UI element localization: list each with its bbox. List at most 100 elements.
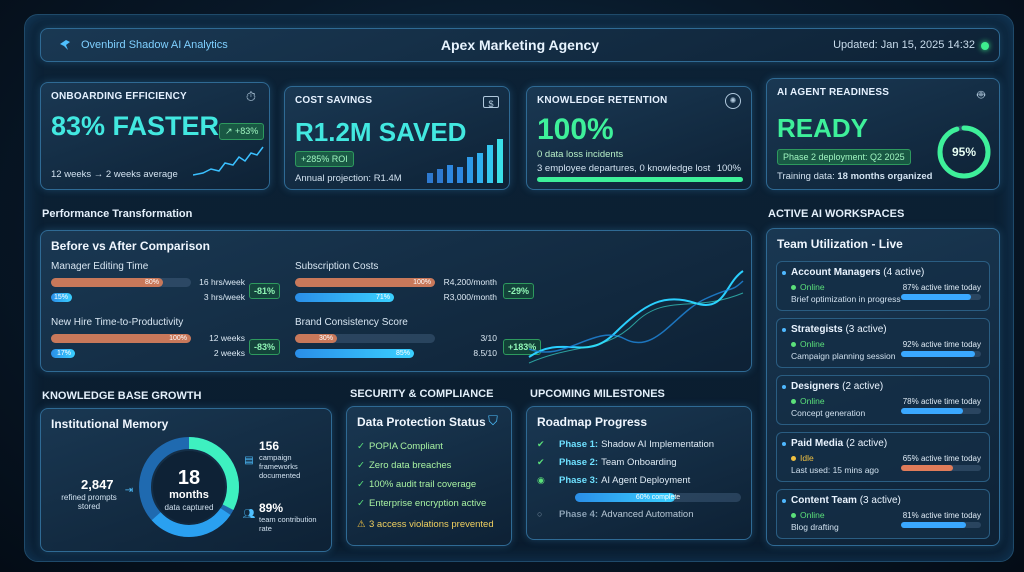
kpi-value: READY [777, 113, 869, 143]
kpi-value: 83% FASTER [51, 111, 220, 141]
roadmap-progress-label: 60% complete [635, 494, 681, 501]
workspace-utilization: 65% active time today [902, 454, 981, 463]
after-bar: 71% [295, 293, 435, 302]
security-panel: Data Protection Status ⛉ ✓ POPIA Complian… [346, 406, 512, 546]
prompts-count: 2,847 [81, 477, 114, 492]
workspace-utilization: 92% active time today [902, 340, 981, 349]
performance-wave-chart [528, 270, 744, 364]
after-bar-fill: 17% [51, 349, 75, 358]
milestone-phase[interactable]: ◉ Phase 3: AI Agent Deployment [537, 475, 691, 486]
workspace-status: Online [791, 510, 825, 520]
utilization-bar [901, 465, 981, 471]
before-value: 12 weeks [209, 333, 245, 343]
donut-center-unit: months [169, 489, 209, 501]
delta-badge: -29% [503, 283, 535, 299]
workspace-status: Online [791, 339, 825, 349]
after-bar-fill: 85% [295, 349, 414, 358]
updated-timestamp: Updated: Jan 15, 2025 14:32 [833, 39, 975, 51]
before-bar: 100% [295, 278, 435, 287]
before-bar: 100% [51, 334, 191, 343]
utilization-bar [901, 522, 981, 528]
after-bar-fill: 15% [51, 293, 72, 302]
utilization-bar-fill [901, 351, 975, 357]
workspace-card[interactable]: Account Managers (4 active) Online Brief o… [776, 261, 990, 311]
bullet-icon [782, 328, 786, 332]
donut-center-value: 18 [177, 467, 201, 489]
kpi-chip: ↗ +83% [219, 123, 265, 140]
kpi-knowledge-card[interactable]: KNOWLEDGE RETENTION ✺ 100% 0 data loss i… [526, 86, 752, 190]
after-value: 2 weeks [213, 348, 245, 358]
brand-name: Ovenbird Shadow AI Analytics [81, 39, 228, 51]
delta-badge: -83% [249, 339, 281, 355]
panel-title: Team Utilization - Live [777, 237, 903, 251]
kpi-title: ONBOARDING EFFICIENCY [51, 91, 187, 102]
page-title: Apex Marketing Agency [440, 37, 600, 53]
performance-panel: Before vs After Comparison Manager Editi… [40, 230, 752, 372]
pending-circle-icon: ○ [537, 509, 543, 519]
workspace-activity: Brief optimization in progress [791, 294, 901, 304]
warning-icon: ⚠ [357, 519, 366, 530]
workspace-status: Idle [791, 453, 814, 463]
bar-sparkline [427, 139, 503, 183]
kpi-pct: 100% [716, 163, 741, 174]
after-value: R3,000/month [443, 292, 497, 302]
knowledge-base-panel: Institutional Memory 18 months data capt… [40, 408, 332, 552]
metric-label: New Hire Time-to-Productivity [51, 317, 184, 328]
workspace-name: Designers (2 active) [791, 381, 884, 392]
frameworks-label: campaign frameworks documented [259, 453, 301, 480]
workspaces-panel: Team Utilization - Live Account Managers… [766, 228, 1000, 546]
progress-circle-icon: ◉ [537, 475, 545, 485]
before-bar-fill: 80% [51, 278, 163, 287]
compliance-item: ✓ Zero data breaches [357, 460, 452, 471]
check-icon: ✓ [357, 441, 365, 452]
milestone-phase[interactable]: ○ Phase 4: Advanced Automation [537, 509, 694, 520]
milestone-phase[interactable]: ✔ Phase 1: Shadow AI Implementation [537, 439, 715, 450]
workspace-activity: Campaign planning session [791, 351, 896, 361]
status-dot-icon [791, 456, 796, 462]
workspace-status: Online [791, 282, 825, 292]
panel-title: Roadmap Progress [537, 415, 648, 429]
workspace-card[interactable]: Content Team (3 active) Online Blog drafti… [776, 489, 990, 539]
before-pct: 100% [413, 279, 431, 286]
workspace-card[interactable]: Designers (2 active) Online Concept genera… [776, 375, 990, 425]
compliance-item: ✓ Enterprise encryption active [357, 498, 487, 509]
kpi-ai-card[interactable]: AI AGENT READINESS 🤖︎ READY Phase 2 depl… [766, 78, 1000, 190]
before-bar-fill: 100% [51, 334, 191, 343]
workspace-card[interactable]: Strategists (3 active) Online Campaign pla… [776, 318, 990, 368]
kpi-onboarding-card[interactable]: ONBOARDING EFFICIENCY ⏱ 83% FASTER ↗ +83… [40, 82, 270, 190]
readiness-ring: 95% [937, 125, 991, 179]
before-bar-fill: 30% [295, 334, 337, 343]
bird-logo-icon [60, 40, 70, 50]
before-bar-fill: 100% [295, 278, 435, 287]
kpi-note: Training data: 18 months organized [777, 171, 933, 182]
after-bar: 15% [51, 293, 191, 302]
workspace-status: Online [791, 396, 825, 406]
contribution-rate: 89% [259, 501, 284, 515]
kpi-cost-card[interactable]: COST SAVINGS $ R1.2M SAVED +285% ROI Ann… [284, 86, 510, 190]
delta-badge: -81% [249, 283, 281, 299]
section-knowledge-base: KNOWLEDGE BASE GROWTH [42, 390, 202, 402]
header-bar: Ovenbird Shadow AI Analytics Apex Market… [40, 28, 1000, 62]
kpi-title: KNOWLEDGE RETENTION [537, 95, 668, 106]
roadmap-progress-bar: 60% complete [575, 493, 741, 502]
bullet-icon [782, 442, 786, 446]
utilization-bar [901, 294, 981, 300]
status-dot-icon [791, 342, 796, 348]
section-milestones: UPCOMING MILESTONES [530, 388, 665, 400]
frameworks-count: 156 [259, 439, 280, 453]
metric-label: Brand Consistency Score [295, 317, 408, 328]
section-security: SECURITY & COMPLIANCE [350, 388, 494, 400]
before-bar: 80% [51, 278, 191, 287]
bullet-icon [782, 499, 786, 503]
workspace-card[interactable]: Paid Media (2 active) Idle Last used: 15 m… [776, 432, 990, 482]
milestone-phase[interactable]: ✔ Phase 2: Team Onboarding [537, 457, 677, 468]
live-status-indicator [981, 42, 989, 50]
kpi-title: COST SAVINGS [295, 95, 373, 106]
ring-label: 95% [952, 145, 976, 159]
utilization-bar [901, 351, 981, 357]
check-circle-icon: ✔ [537, 439, 545, 449]
status-dot-icon [791, 399, 796, 405]
workspace-utilization: 81% active time today [902, 511, 981, 520]
check-icon: ✓ [357, 498, 365, 509]
roadmap-progress-fill [575, 493, 675, 502]
